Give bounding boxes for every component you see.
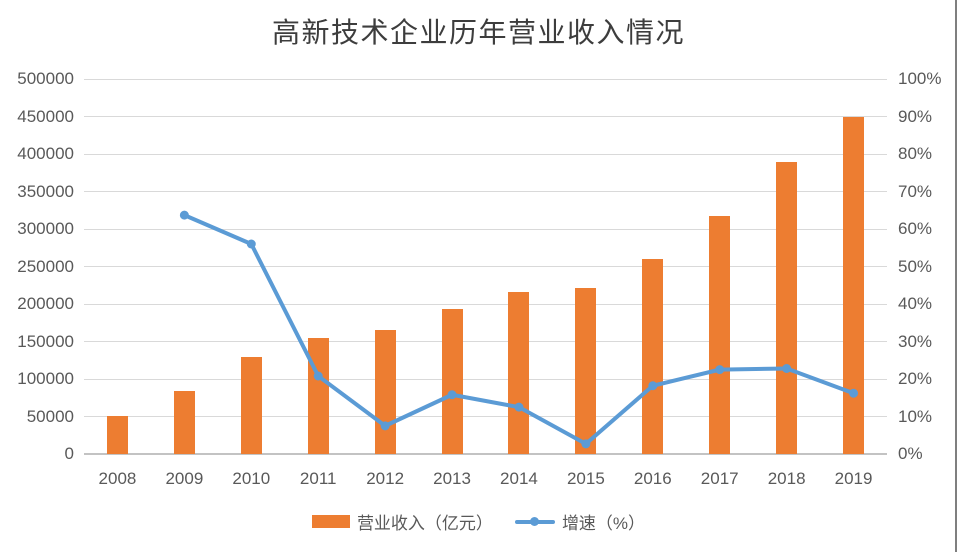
gridline — [84, 153, 887, 155]
chart-title: 高新技术企业历年营业收入情况 — [271, 16, 685, 49]
bar-2018 — [776, 162, 798, 454]
x-axis-tick-label: 2008 — [98, 469, 137, 488]
gridline — [84, 416, 887, 417]
bar-2009 — [173, 391, 195, 454]
x-axis-tick-label: 2018 — [767, 469, 806, 488]
line-point — [581, 439, 591, 449]
bar-2016 — [642, 259, 664, 454]
growth-line-series — [179, 210, 859, 449]
x-axis-tick-label: 2013 — [433, 469, 471, 488]
line-point — [447, 390, 457, 400]
line-point — [849, 388, 859, 398]
y-axis-tick-label: 70% — [898, 181, 933, 201]
line-point — [715, 365, 725, 375]
y-axis-tick-label: 30% — [898, 331, 933, 351]
line-point — [313, 371, 323, 381]
bar-2008 — [106, 415, 128, 454]
line-point — [648, 381, 658, 391]
line-point — [380, 421, 390, 431]
y-axis-tick-label: 350000 — [17, 181, 74, 201]
y-axis-tick-label: 60% — [898, 219, 933, 238]
x-axis-tick-label: 2011 — [299, 469, 337, 488]
gridline — [84, 116, 887, 117]
x-axis-line — [84, 453, 887, 455]
y-axis-tick-label: 90% — [898, 106, 933, 126]
bar-2013 — [441, 309, 463, 454]
x-axis-tick-label: 2012 — [366, 469, 405, 488]
x-axis-tick-label: 2016 — [633, 469, 672, 488]
x-axis-tick-label: 2017 — [700, 469, 739, 488]
bar-2014 — [508, 292, 530, 454]
x-axis-tick-label: 2014 — [500, 469, 538, 488]
y-axis-tick-label: 200000 — [17, 294, 74, 313]
y-axis-tick-label: 100% — [898, 69, 942, 88]
gridline — [84, 228, 887, 230]
bar-2017 — [709, 215, 731, 454]
gridline — [84, 341, 887, 342]
line-point — [246, 239, 256, 249]
y-axis-tick-label: 500000 — [17, 69, 74, 88]
x-axis-tick-label: 2010 — [232, 469, 271, 488]
y-axis-tick-label: 50% — [898, 256, 933, 276]
y-axis-tick-label: 0 — [64, 444, 74, 463]
y-axis-tick-label: 40% — [898, 294, 933, 313]
y-axis-tick-label: 150000 — [17, 331, 74, 351]
gridline — [84, 303, 887, 305]
legend-item-growth: 增速（%） — [514, 509, 646, 534]
gridline — [84, 191, 887, 192]
x-axis-tick-label: 2015 — [566, 469, 605, 488]
y-axis-tick-label: 400000 — [17, 144, 74, 163]
y-axis-tick-label: 50000 — [26, 406, 74, 426]
line-point — [179, 210, 189, 220]
growth-line-swatch-icon — [514, 515, 555, 528]
bar-2010 — [240, 356, 262, 454]
y-axis-tick-label: 80% — [898, 144, 933, 163]
legend-label-revenue: 营业收入（亿元） — [356, 513, 493, 533]
line-point — [514, 402, 524, 412]
y-axis-tick-label: 100000 — [17, 369, 74, 388]
gridline — [84, 378, 887, 380]
x-axis-tick-label: 2009 — [165, 469, 204, 488]
legend-label-growth: 增速（%） — [561, 513, 646, 533]
y-axis-tick-label: 450000 — [17, 106, 74, 126]
revenue-bar-swatch-icon — [311, 514, 350, 528]
y-axis-tick-label: 10% — [898, 406, 933, 426]
line-point — [782, 364, 792, 373]
y-axis-tick-label: 20% — [898, 369, 933, 388]
y-axis-tick-label: 300000 — [17, 219, 74, 238]
legend: 营业收入（亿元） 增速（%） — [0, 507, 957, 535]
legend-item-revenue: 营业收入（亿元） — [311, 509, 493, 534]
bar-2015 — [575, 287, 597, 454]
gridline — [84, 266, 887, 267]
plot-area — [84, 78, 887, 455]
y-axis-tick-label: 0% — [898, 444, 923, 463]
gridline — [84, 78, 887, 80]
bar-2019 — [843, 116, 865, 454]
x-axis-tick-label: 2019 — [834, 469, 873, 488]
window-right-border — [955, 0, 957, 552]
y-axis-tick-label: 250000 — [17, 256, 74, 276]
